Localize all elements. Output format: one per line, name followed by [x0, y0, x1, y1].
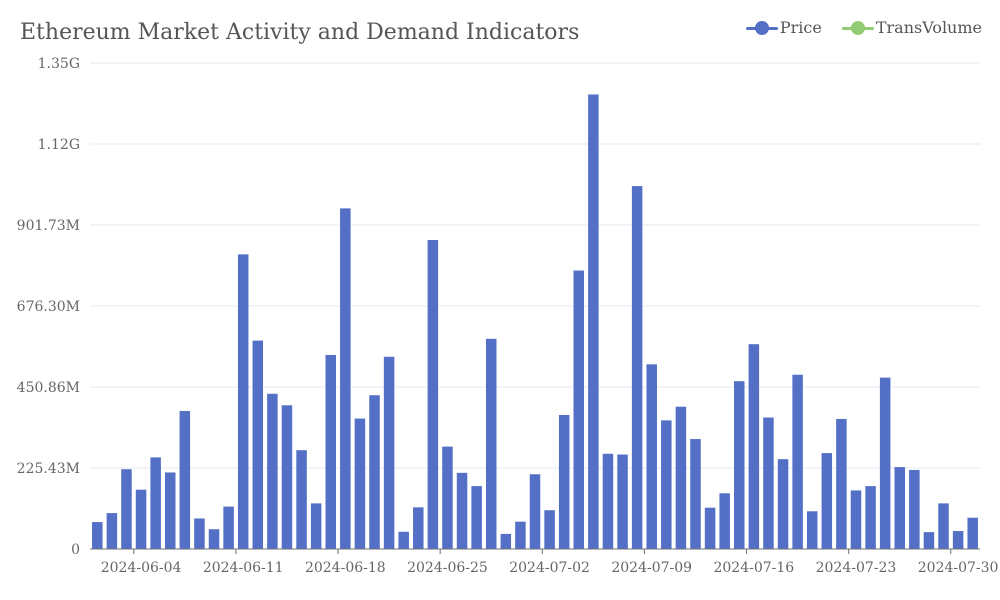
x-tick-label: 2024-07-09	[611, 560, 692, 576]
bar	[208, 529, 220, 549]
bar	[879, 377, 891, 549]
bar	[340, 208, 351, 549]
legend: Price TransVolume	[745, 18, 982, 37]
bar	[923, 532, 935, 549]
bar	[252, 340, 264, 549]
bar	[821, 453, 833, 549]
bar	[485, 338, 497, 549]
x-tick-label: 2024-07-02	[509, 560, 590, 576]
bar	[661, 420, 672, 549]
bar	[179, 411, 191, 549]
y-tick-label: 1.35G	[38, 56, 80, 72]
bar	[325, 354, 336, 549]
bar	[150, 457, 161, 549]
legend-item-price[interactable]: Price	[745, 18, 822, 37]
bar	[836, 418, 847, 549]
price-legend-swatch	[745, 20, 778, 35]
bar	[865, 486, 876, 549]
bar	[894, 467, 906, 549]
y-tick-label: 901.73M	[17, 218, 80, 234]
y-tick-label: 1.12G	[38, 137, 80, 153]
y-tick-label: 225.43M	[17, 461, 80, 477]
x-tick-label: 2024-07-16	[713, 560, 794, 576]
bar	[121, 469, 132, 549]
bar	[296, 450, 307, 549]
bar	[281, 405, 293, 549]
bar	[500, 533, 512, 549]
bar	[135, 489, 147, 549]
bar	[413, 507, 424, 549]
bar	[106, 513, 118, 549]
legend-label-transvolume: TransVolume	[875, 18, 982, 37]
x-tick-label: 2024-06-11	[203, 560, 284, 576]
bar	[267, 393, 278, 549]
bar	[690, 439, 701, 549]
bar	[354, 418, 366, 549]
x-tick-label: 2024-06-18	[305, 560, 386, 576]
bar	[777, 459, 789, 549]
chart-title: Ethereum Market Activity and Demand Indi…	[20, 20, 580, 45]
bar	[909, 469, 920, 549]
bar	[850, 490, 862, 549]
x-tick-label: 2024-07-23	[816, 560, 897, 576]
bar	[602, 453, 614, 549]
bar	[456, 472, 468, 549]
bar	[573, 270, 585, 549]
legend-label-price: Price	[779, 18, 822, 37]
bar	[369, 395, 380, 549]
transvolume-legend-dot	[850, 20, 865, 35]
bar	[748, 344, 760, 549]
bar	[704, 507, 716, 549]
bar	[383, 356, 395, 549]
bar	[588, 94, 599, 550]
bar	[427, 239, 439, 549]
bar	[967, 517, 978, 549]
bar	[92, 522, 103, 549]
bar	[675, 406, 687, 549]
bar	[310, 503, 322, 549]
price-legend-dot	[754, 20, 769, 35]
bar	[631, 186, 643, 549]
bar	[792, 374, 803, 549]
bar	[223, 506, 234, 549]
y-tick-label: 0	[71, 542, 80, 558]
bar	[398, 531, 409, 549]
bar	[734, 381, 745, 549]
y-tick-label: 676.30M	[17, 299, 80, 315]
bar	[544, 510, 555, 549]
y-tick-label: 450.86M	[17, 380, 80, 396]
bar	[237, 254, 249, 550]
bar	[719, 493, 730, 549]
x-tick-label: 2024-06-25	[407, 560, 488, 576]
bar	[646, 364, 657, 549]
legend-item-transvolume[interactable]: TransVolume	[841, 18, 982, 37]
x-tick-label: 2024-06-04	[101, 560, 182, 576]
bar	[617, 454, 628, 549]
transvolume-legend-swatch	[841, 20, 874, 35]
bar	[471, 486, 482, 549]
bar	[515, 521, 526, 549]
bar	[164, 472, 176, 549]
bar	[763, 417, 774, 549]
bar	[529, 474, 541, 549]
bar	[442, 446, 453, 549]
x-tick-label: 2024-07-30	[918, 560, 999, 576]
bar	[194, 518, 205, 549]
bar	[952, 531, 964, 549]
bar	[938, 503, 949, 549]
bar	[558, 414, 570, 549]
bar	[806, 511, 818, 549]
